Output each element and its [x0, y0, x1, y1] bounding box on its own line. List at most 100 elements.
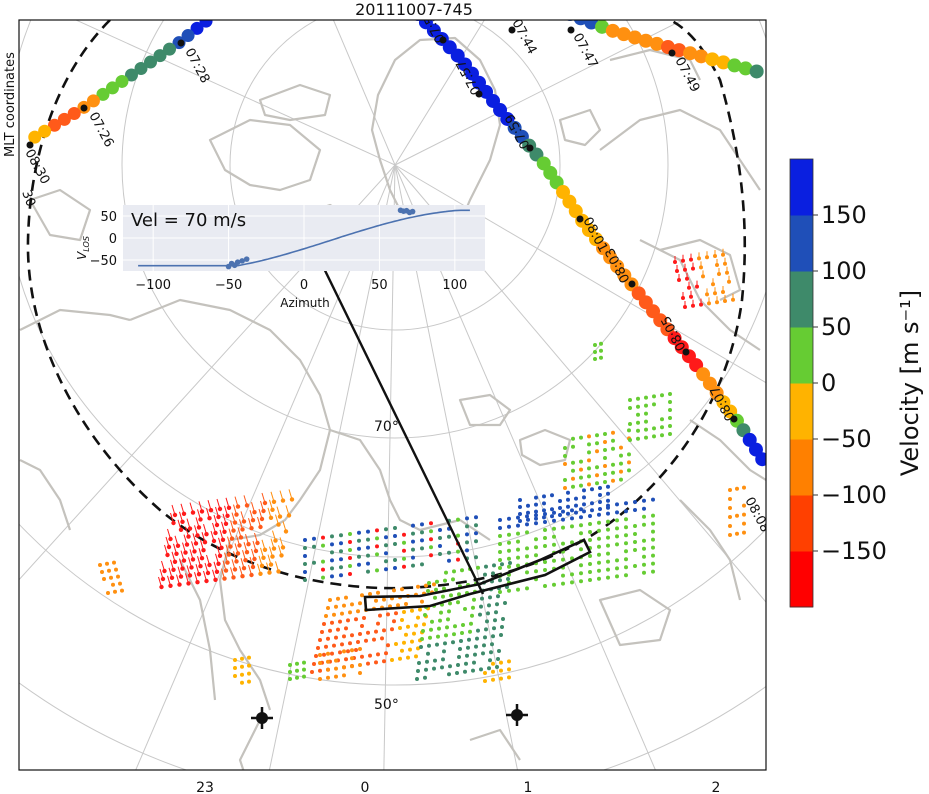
vector-dot	[447, 534, 451, 539]
track-sample	[605, 23, 620, 38]
vector-dot	[636, 412, 640, 417]
vector-dot	[321, 543, 325, 548]
vector-dot	[487, 603, 491, 608]
vector-dot	[234, 512, 239, 517]
vector-dot	[516, 539, 520, 544]
vector-dot	[570, 572, 574, 577]
vector-dot	[561, 525, 565, 530]
vector-dot	[571, 436, 575, 441]
vector-dot	[507, 532, 511, 537]
vector-dot	[563, 454, 567, 458]
vector-dot	[416, 669, 420, 673]
vector-dot	[497, 649, 501, 653]
vector-dot	[270, 507, 275, 512]
vector-dot	[350, 633, 354, 638]
vector-dot	[491, 677, 495, 682]
track-sample	[749, 64, 764, 79]
vector-dot	[451, 577, 455, 582]
track-time-marker	[668, 49, 676, 57]
vector-dot	[456, 533, 460, 538]
vector-dot	[543, 560, 547, 564]
vector-dot	[735, 513, 739, 518]
track-sample	[705, 52, 720, 67]
vector-dot	[348, 548, 352, 552]
vector-dot	[168, 583, 173, 588]
vector-dot	[449, 593, 453, 598]
vector-dot	[231, 575, 236, 580]
vector-dot	[472, 660, 476, 665]
vector-dot	[611, 478, 615, 483]
vector-dot	[561, 557, 565, 562]
inset-point	[243, 256, 250, 262]
vector-dot	[443, 578, 447, 583]
vector-dot	[636, 396, 640, 401]
vector-dot	[619, 469, 623, 474]
vector-dot	[358, 671, 362, 675]
vector-dot	[570, 524, 574, 529]
track-sample	[28, 130, 42, 144]
vector-dot	[579, 435, 583, 440]
vector-dot	[233, 674, 237, 678]
vector-dot	[402, 640, 406, 645]
vector-dot	[624, 557, 628, 562]
vector-dot	[579, 459, 583, 464]
vector-dot	[465, 540, 469, 545]
vector-dot	[330, 566, 334, 571]
vector-dot	[599, 341, 603, 346]
vector-dot	[488, 658, 492, 663]
vector-dot	[483, 679, 487, 683]
vector-dot	[354, 617, 358, 622]
vector-dot	[181, 511, 187, 516]
vector-dot	[346, 618, 350, 623]
vector-dot	[689, 294, 693, 299]
vector-dot	[302, 667, 306, 672]
vector-dot	[471, 668, 475, 673]
vector-dot	[478, 612, 482, 617]
vector-dot	[588, 562, 592, 566]
track-sample	[67, 106, 81, 120]
vector-dot	[384, 567, 388, 572]
inset-vel-label: Vel = 70 m/s	[131, 210, 246, 231]
vector-dot	[570, 516, 574, 521]
vector-dot	[411, 547, 415, 552]
track-time-marker	[682, 348, 690, 356]
vector-dot	[597, 568, 601, 573]
vector-dot	[728, 533, 732, 537]
vector-dot	[606, 527, 610, 532]
vector-dot	[225, 513, 230, 518]
vector-dot	[705, 292, 709, 297]
vector-dot	[597, 536, 601, 541]
vector-dot	[393, 526, 397, 530]
vector-dot	[644, 427, 648, 432]
vector-dot	[375, 544, 379, 549]
vector-dot	[606, 484, 610, 489]
vector-dot	[258, 571, 263, 576]
vector-dot	[543, 512, 547, 516]
track-sample	[566, 20, 574, 21]
colorbar-block	[790, 327, 813, 384]
vector-dot	[628, 422, 632, 426]
vector-dot	[456, 557, 460, 562]
vector-dot	[342, 665, 346, 670]
vector-dot	[574, 510, 578, 515]
vector-dot	[587, 482, 591, 487]
vector-dot	[429, 627, 433, 632]
vector-dot	[234, 559, 239, 564]
vector-dot	[326, 651, 330, 656]
vector-dot	[697, 256, 701, 261]
vector-dot	[393, 542, 397, 546]
vector-dot	[180, 519, 185, 524]
vector-dot	[571, 484, 575, 489]
vector-dot	[652, 434, 656, 439]
vector-dot	[579, 507, 583, 512]
vector-dot	[713, 291, 717, 296]
vector-dot	[507, 588, 511, 593]
vector-dot	[606, 519, 610, 524]
track-sample	[163, 42, 177, 56]
vector-dot	[332, 612, 336, 617]
vector-dot	[433, 658, 437, 663]
vector-dot	[728, 506, 732, 510]
vector-dot	[190, 557, 196, 562]
vector-dot	[570, 580, 574, 585]
vector-dot	[496, 594, 500, 599]
